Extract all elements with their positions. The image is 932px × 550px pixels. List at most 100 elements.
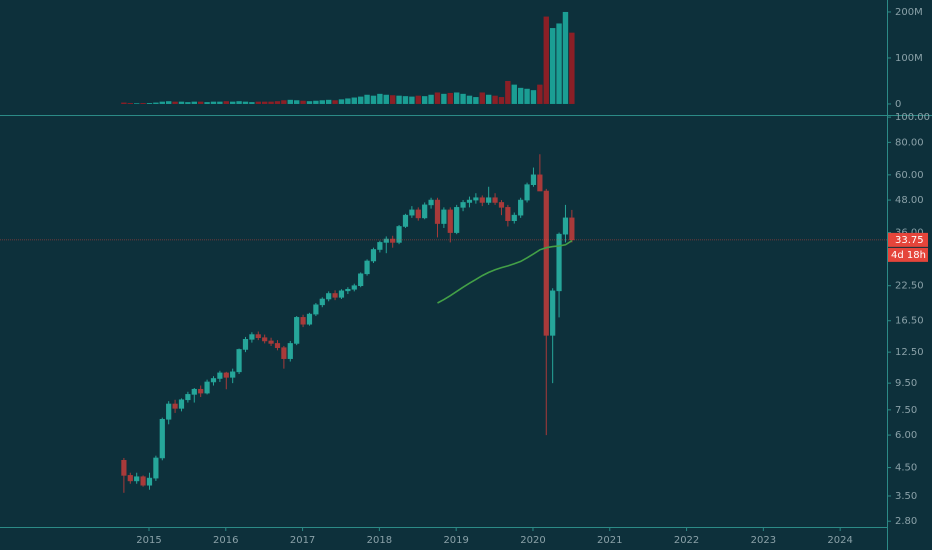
volume-bar xyxy=(453,92,460,104)
volume-bar xyxy=(389,95,396,104)
candle-body xyxy=(505,207,511,221)
volume-bar xyxy=(281,100,287,104)
candle-body xyxy=(518,199,524,216)
axes: 2015 2016 2017 2018 2019 2020 2021 2022 2023 2024… xyxy=(136,7,930,546)
volume-bar xyxy=(325,99,332,104)
volume-bar xyxy=(537,84,543,104)
y-tick-label: 48.00 xyxy=(895,195,924,206)
volume-bar xyxy=(498,97,505,104)
candle-body xyxy=(217,372,223,379)
candle-body xyxy=(460,202,466,208)
volume-bar xyxy=(409,96,415,104)
volume-bar xyxy=(249,102,255,104)
volume-bar xyxy=(479,92,485,104)
y-tick-label: 3.50 xyxy=(895,491,917,502)
candle-body xyxy=(281,347,287,359)
candle-body xyxy=(447,209,453,233)
volume-bar xyxy=(345,98,351,104)
volume-bar xyxy=(300,100,306,104)
x-tick-label: 2024 xyxy=(827,535,852,546)
candle-body xyxy=(434,199,441,224)
candle-body xyxy=(140,476,146,486)
volume-bar xyxy=(556,23,562,104)
x-tick-label: 2023 xyxy=(751,535,776,546)
candle-body xyxy=(524,184,530,201)
candle-body xyxy=(300,317,306,325)
volume-bar xyxy=(210,101,217,104)
candle-body xyxy=(287,343,293,359)
volume-bar xyxy=(332,100,338,104)
volume-bar xyxy=(261,101,268,104)
candle-body xyxy=(210,378,217,383)
volume-bar xyxy=(505,80,511,104)
volume-bar xyxy=(562,11,569,104)
candle-body xyxy=(313,304,319,315)
volume-bar xyxy=(441,93,447,104)
y-tick-label: 80.00 xyxy=(895,137,924,148)
x-tick-label: 2017 xyxy=(290,535,315,546)
x-tick-label: 2019 xyxy=(443,535,468,546)
volume-bar xyxy=(133,103,140,104)
candle-body xyxy=(236,349,242,373)
candle-body xyxy=(268,340,274,344)
volume-bar xyxy=(242,101,249,104)
x-tick-label: 2021 xyxy=(597,535,622,546)
volume-bar xyxy=(524,88,530,104)
volume-bar xyxy=(287,99,293,104)
candle-body xyxy=(569,217,575,241)
candle-body xyxy=(223,372,229,378)
volume-bar xyxy=(421,96,428,104)
candle-body xyxy=(204,381,210,394)
candle-body xyxy=(562,217,569,235)
candle-body xyxy=(191,388,197,395)
candle-body xyxy=(134,476,140,482)
candle-body xyxy=(543,190,549,336)
volume-tick-label: 0 xyxy=(895,99,901,110)
candle-body xyxy=(127,475,133,482)
volume-bar xyxy=(569,32,575,104)
volume-bar xyxy=(185,102,191,104)
x-tick-label: 2020 xyxy=(520,535,545,546)
candle-body xyxy=(358,273,364,286)
volume-bar xyxy=(377,93,383,104)
y-tick-label: 16.50 xyxy=(895,316,924,327)
y-tick-label: 4.50 xyxy=(895,463,917,474)
candle-body xyxy=(274,343,281,348)
candle-body xyxy=(511,214,517,221)
candle-body xyxy=(198,388,204,394)
y-tick-label: 60.00 xyxy=(895,170,924,181)
candle-body xyxy=(121,459,127,476)
candle-body xyxy=(351,285,357,290)
candle-body xyxy=(178,399,185,409)
volume-bar xyxy=(274,101,281,104)
volume-bar xyxy=(434,92,441,104)
candle-body xyxy=(390,238,396,243)
y-tick-label: 22.50 xyxy=(895,281,924,292)
volume-bar xyxy=(121,102,127,104)
volume-bar xyxy=(178,101,185,104)
volume-bar xyxy=(364,94,370,104)
candle-body xyxy=(146,477,153,486)
volume-bar xyxy=(338,99,345,104)
volume-bar xyxy=(306,101,313,104)
candle-body xyxy=(473,197,479,201)
countdown-label: 4d 18h xyxy=(891,250,926,261)
volume-bar xyxy=(236,101,242,104)
candle-body xyxy=(409,209,415,216)
volume-bar xyxy=(543,16,549,104)
volume-bar xyxy=(383,94,389,104)
volume-bar xyxy=(517,87,524,104)
volume-bar xyxy=(428,94,434,104)
volume-pane xyxy=(121,11,575,104)
y-tick-label: 100.00 xyxy=(895,112,930,123)
volume-bar xyxy=(140,103,146,104)
volume-bar xyxy=(217,101,223,104)
candle-body xyxy=(428,199,434,206)
volume-tick-label: 100M xyxy=(895,53,923,64)
volume-bar xyxy=(197,101,204,104)
candle-body xyxy=(338,290,345,298)
volume-bar xyxy=(172,101,178,104)
candle-body xyxy=(345,288,351,292)
candle-body xyxy=(454,207,460,233)
